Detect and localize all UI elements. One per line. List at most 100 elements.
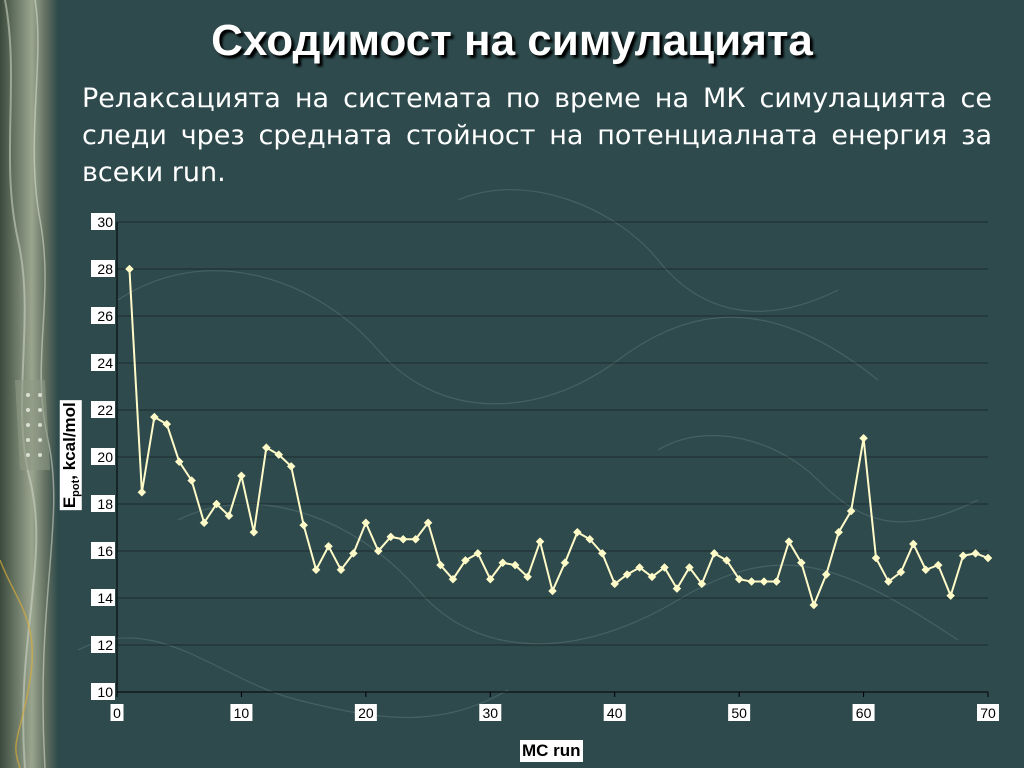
data-point <box>274 450 284 460</box>
data-point <box>597 548 607 558</box>
data-point <box>672 584 682 593</box>
data-point <box>373 546 383 556</box>
data-point <box>162 419 172 429</box>
data-point <box>759 577 769 586</box>
data-point <box>386 532 396 542</box>
x-tick-label: 70 <box>980 705 996 721</box>
chart-series <box>125 264 993 610</box>
data-point <box>349 548 358 558</box>
data-point <box>821 570 831 579</box>
data-point <box>921 565 931 575</box>
data-point <box>485 574 495 584</box>
data-point <box>125 264 134 274</box>
y-axis-ticks: 10 12 14 16 18 20 22 24 26 28 30 <box>91 213 115 700</box>
x-tick-label-bg <box>852 704 875 721</box>
y-tick-label: 24 <box>97 355 113 371</box>
y-tick-label: 26 <box>97 308 113 324</box>
data-point <box>510 560 520 570</box>
data-point <box>523 572 532 582</box>
x-tick-label: 60 <box>856 705 872 721</box>
y-tick-label-bg <box>91 495 115 512</box>
x-tick-label: 30 <box>482 705 498 721</box>
data-point <box>660 563 669 572</box>
data-point <box>311 565 321 575</box>
chart-axes <box>116 222 988 693</box>
x-tick-label: 0 <box>113 705 121 721</box>
data-point <box>871 553 881 563</box>
data-point <box>324 541 333 551</box>
x-tick-label-bg <box>977 704 999 721</box>
y-tick-label: 20 <box>97 449 113 465</box>
data-point <box>261 443 271 452</box>
y-tick-label: 22 <box>97 402 113 418</box>
data-point <box>971 548 980 558</box>
data-point <box>224 511 234 521</box>
x-tick-label-bg <box>230 704 253 721</box>
x-tick-label-bg <box>354 704 377 721</box>
data-point <box>573 527 582 537</box>
chart-gridlines <box>117 221 988 693</box>
data-point <box>846 506 856 516</box>
x-tick-label-bg <box>110 704 124 721</box>
x-tick-label: 20 <box>358 705 374 721</box>
data-point <box>423 518 433 528</box>
slide-title: Сходимост на симулацията <box>211 16 813 65</box>
y-tick-label: 28 <box>97 261 113 277</box>
series-line <box>128 268 989 609</box>
data-point <box>548 586 557 596</box>
x-axis-ticks: 0 10 20 30 40 50 60 70 <box>110 692 999 721</box>
data-point <box>149 412 159 422</box>
data-point <box>809 600 819 610</box>
data-point <box>498 558 508 568</box>
data-point <box>560 558 570 568</box>
data-point <box>237 471 246 481</box>
data-point <box>709 548 719 558</box>
x-tick-label-bg <box>479 704 502 721</box>
data-point <box>635 563 644 572</box>
y-axis-label-text: Epot, kcal/mol <box>59 400 83 510</box>
data-point <box>299 520 308 530</box>
data-point <box>361 518 371 528</box>
y-tick-label: 10 <box>97 684 113 700</box>
data-point <box>734 574 744 584</box>
y-tick-label-bg <box>91 213 115 230</box>
side-strip-texture <box>0 0 55 768</box>
y-tick-label: 12 <box>97 637 113 653</box>
data-point <box>411 534 420 544</box>
data-point <box>286 462 296 471</box>
data-point <box>249 527 259 537</box>
data-point <box>946 591 956 601</box>
data-point <box>722 556 732 565</box>
y-tick-label-bg <box>91 354 115 371</box>
data-point <box>585 534 595 544</box>
y-axis-label-main: E <box>59 496 79 508</box>
y-tick-label-bg <box>91 542 115 559</box>
data-point <box>610 579 620 589</box>
data-point <box>622 570 632 579</box>
data-point <box>697 579 707 589</box>
data-point <box>834 527 844 537</box>
data-point <box>436 560 445 570</box>
x-tick-label: 10 <box>234 705 250 721</box>
x-tick-label: 40 <box>607 705 623 721</box>
data-point <box>784 537 794 546</box>
data-point <box>896 567 906 577</box>
y-tick-label-bg <box>91 307 115 324</box>
data-point <box>187 476 197 485</box>
data-point <box>797 558 806 568</box>
data-point <box>199 518 209 528</box>
y-tick-label-bg <box>91 448 115 465</box>
data-point <box>336 565 346 575</box>
data-point <box>908 539 918 549</box>
data-point <box>958 551 968 561</box>
x-axis-label: MC run <box>520 740 583 762</box>
data-point <box>212 499 221 509</box>
data-point <box>983 553 993 563</box>
data-point <box>174 457 184 467</box>
background-contours <box>77 189 979 719</box>
slide-body-text: Релаксацията на системата по време на МК… <box>82 83 992 188</box>
y-axis-label: Epot, kcal/mol <box>56 390 86 520</box>
data-point <box>747 577 756 586</box>
y-axis-label-unit: , kcal/mol <box>59 402 79 480</box>
data-point <box>859 433 868 443</box>
